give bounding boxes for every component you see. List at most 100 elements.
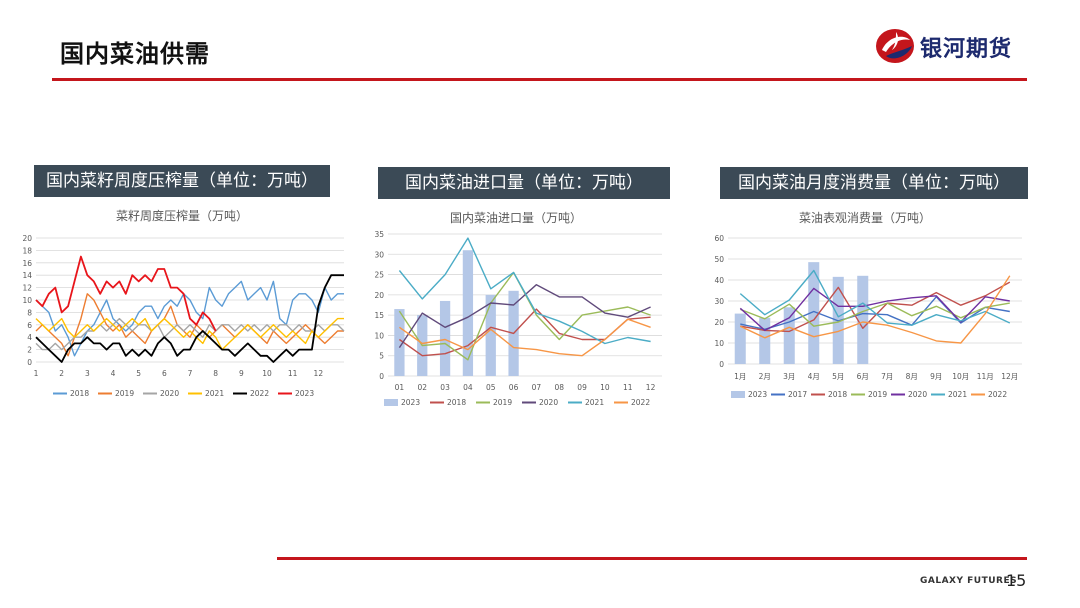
bar-2023 [857,275,869,364]
chart-title: 菜油表观消费量（万吨） [799,211,931,225]
footer-divider [277,557,1027,560]
x-tick-label: 9月 [930,372,942,381]
bar-2023 [485,294,496,376]
x-tick-label: 04 [463,383,473,392]
legend-label: 2023 [295,389,314,398]
legend-label: 2022 [250,389,269,398]
y-tick-label: 10 [714,339,724,348]
x-tick-label: 5 [136,369,141,378]
series-line-2021 [35,317,344,351]
bar-2023 [439,300,451,376]
legend-label: 2023 [401,398,420,407]
x-tick-label: 8 [213,369,218,378]
series-line-2022 [398,318,651,357]
legend-label: 2019 [115,389,134,398]
x-tick-label: 10月 [952,372,969,381]
series-line-2021 [398,237,651,345]
x-tick-label: 5月 [832,372,844,381]
y-tick-label: 0 [27,358,32,367]
legend-label: 2019 [493,398,512,407]
x-tick-label: 3 [85,369,90,378]
x-tick-label: 3月 [783,372,795,381]
bar-2023 [808,262,820,364]
x-tick-label: 4 [111,369,116,378]
y-tick-label: 16 [22,259,32,268]
chart-title: 国内菜油进口量（万吨） [450,211,582,225]
chart-oil-consumption: 菜油表观消费量（万吨） 0 10 20 30 40 50 60 1月 2月 3月 4月 5月 6月 7月 8月… [714,211,1022,399]
x-tick-label: 07 [532,383,542,392]
y-tick-label: 5 [379,352,384,361]
y-tick-label: 60 [714,234,724,243]
header-divider [52,78,1027,81]
footer-brand: GALAXY FUTURES [920,576,1018,586]
y-tick-label: 18 [22,246,32,255]
legend-label: 2018 [70,389,89,398]
x-tick-label: 12月 [1001,372,1018,381]
y-tick-label: 10 [374,331,384,340]
panel-header-import: 国内菜油进口量（单位：万吨） [378,167,670,199]
panel-header-crush: 国内菜籽周度压榨量（单位：万吨） [34,165,330,197]
y-tick-label: 35 [374,230,384,239]
series-line-2020 [398,283,651,348]
x-tick-label: 8月 [906,372,918,381]
series-line-2022 [35,274,344,363]
y-tick-label: 30 [374,250,384,259]
x-tick-label: 12 [314,369,324,378]
logo-text: 银河期货 [920,37,1013,62]
x-tick-label: 02 [417,383,427,392]
y-tick-label: 2 [27,346,32,355]
y-tick-label: 12 [22,284,32,293]
x-tick-label: 1月 [734,372,746,381]
x-tick-label: 10 [600,383,610,392]
legend-swatch-2023 [384,399,398,406]
x-tick-label: 09 [577,383,587,392]
y-tick-label: 20 [374,291,384,300]
x-tick-label: 08 [554,383,564,392]
y-tick-label: 15 [374,311,384,320]
legend-label: 2019 [868,390,887,399]
legend-label: 2022 [631,398,650,407]
x-tick-label: 05 [486,383,496,392]
y-tick-label: 20 [714,318,724,327]
legend-label: 2018 [447,398,466,407]
series-line-2019 [740,302,1010,327]
legend-label: 2020 [908,390,927,399]
x-tick-label: 12 [646,383,656,392]
x-tick-label: 2 [59,369,64,378]
bar-2023 [394,309,405,376]
legend-swatch-2023 [731,391,745,398]
x-tick-label: 01 [395,383,405,392]
panel-header-consumption: 国内菜油月度消费量（单位：万吨） [720,167,1028,199]
y-tick-label: 4 [27,333,32,342]
x-tick-label: 06 [509,383,519,392]
legend-label: 2023 [748,390,767,399]
y-tick-label: 40 [714,276,724,285]
y-tick-label: 0 [719,360,724,369]
x-tick-label: 11 [623,383,633,392]
legend-label: 2021 [205,389,224,398]
bar-2023 [462,250,474,376]
bar-2023 [759,317,771,364]
page-title: 国内菜油供需 [60,40,210,68]
legend-label: 2018 [828,390,847,399]
series-line-2022 [740,275,1011,344]
bar-2023 [783,307,795,364]
series-line-2021 [739,269,1011,326]
series-line-2023 [35,255,217,332]
y-tick-label: 10 [22,296,32,305]
x-tick-label: 10 [262,369,272,378]
x-tick-label: 9 [239,369,244,378]
y-tick-label: 50 [714,255,724,264]
x-tick-label: 1 [34,369,39,378]
legend-label: 2021 [585,398,604,407]
x-tick-label: 7月 [881,372,893,381]
x-tick-label: 6月 [857,372,869,381]
page-number: 15 [1006,571,1027,590]
series-line-2020 [739,287,1010,332]
legend-label: 2020 [160,389,179,398]
x-tick-label: 03 [440,383,450,392]
series-line-2019 [35,293,344,357]
x-tick-label: 11 [288,369,298,378]
x-tick-label: 2月 [759,372,771,381]
